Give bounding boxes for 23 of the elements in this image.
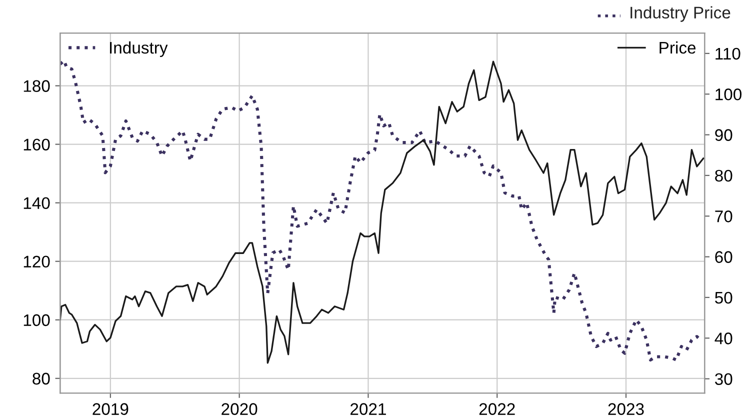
y-tick-label: 160 [24,138,50,150]
x-tick-label: 2020 [222,403,258,415]
y2-tick-label: 70 [715,210,732,222]
y-tick-label: 100 [24,314,50,326]
legend-label: Price [660,41,696,54]
x-tick-label: 2019 [92,403,128,415]
x-tick-label: 2023 [608,403,644,415]
y-tick-label: 180 [24,80,50,92]
y-tick-label: 80 [32,372,50,385]
y2-tick-label: 40 [714,332,732,344]
y2-tick-label: 110 [716,48,740,60]
y2-tick-label: 100 [716,88,742,100]
x-tick-label: 2022 [479,403,515,415]
y2-tick-label: 80 [715,170,732,182]
y2-tick-label: 50 [715,292,732,304]
text: Industry Price [630,6,730,22]
legend-label: Industry [110,41,168,57]
y-tick-label: 120 [24,256,50,268]
y2-tick-label: 90 [715,129,732,141]
y2-tick-label: 30 [714,373,732,385]
x-tick-label: 2021 [350,403,386,415]
y2-tick-label: 60 [715,251,732,263]
y-tick-label: 140 [24,197,50,210]
